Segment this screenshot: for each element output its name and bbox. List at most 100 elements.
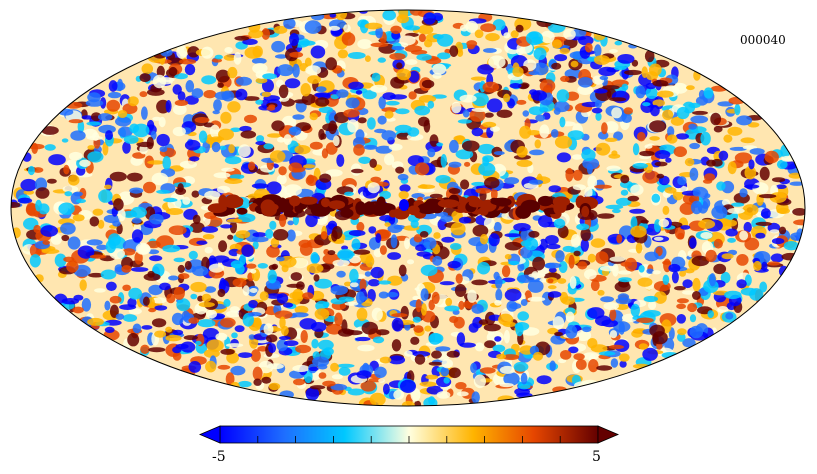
- fluctuation-spot: [150, 130, 157, 140]
- fluctuation-spot: [168, 275, 179, 281]
- fluctuation-spot: [584, 42, 593, 53]
- fluctuation-spot: [451, 101, 462, 114]
- fluctuation-spot: [220, 111, 232, 124]
- fluctuation-spot: [271, 263, 279, 270]
- fluctuation-spot: [148, 307, 157, 313]
- fluctuation-spot: [370, 84, 388, 93]
- fluctuation-spot: [184, 260, 192, 270]
- fluctuation-spot: [162, 156, 171, 170]
- fluctuation-spot: [379, 245, 387, 255]
- fluctuation-spot: [419, 381, 437, 387]
- fluctuation-spot: [219, 145, 227, 151]
- fluctuation-spot: [398, 190, 409, 200]
- fluctuation-spot: [109, 295, 122, 304]
- fluctuation-spot: [29, 254, 41, 268]
- fluctuation-spot: [189, 156, 200, 162]
- fluctuation-spot: [673, 146, 687, 157]
- fluctuation-spot: [734, 103, 741, 116]
- fluctuation-spot: [688, 123, 697, 130]
- fluctuation-spot: [105, 130, 113, 141]
- fluctuation-spot: [404, 45, 423, 53]
- fluctuation-spot: [166, 293, 176, 304]
- fluctuation-spot: [428, 332, 442, 345]
- fluctuation-spot: [359, 278, 367, 292]
- fluctuation-spot: [455, 273, 463, 284]
- fluctuation-spot: [203, 122, 215, 128]
- fluctuation-spot: [79, 187, 87, 200]
- fluctuation-spot: [617, 293, 630, 301]
- galactic-plane-spot: [223, 197, 244, 209]
- fluctuation-spot: [44, 144, 56, 151]
- fluctuation-spot: [621, 83, 629, 91]
- fluctuation-spot: [441, 358, 453, 369]
- fluctuation-spot: [713, 125, 723, 133]
- fluctuation-spot: [649, 136, 660, 141]
- fluctuation-spot: [448, 161, 462, 168]
- fluctuation-spot: [404, 237, 410, 250]
- fluctuation-spot: [456, 391, 469, 397]
- fluctuation-spot: [496, 109, 513, 119]
- fluctuation-spot: [493, 151, 505, 156]
- fluctuation-spot: [384, 110, 394, 119]
- fluctuation-spot: [226, 218, 243, 223]
- fluctuation-spot: [475, 187, 492, 194]
- fluctuation-spot: [414, 400, 422, 406]
- fluctuation-spot: [448, 367, 461, 379]
- fluctuation-spot: [77, 245, 95, 259]
- fluctuation-spot: [610, 358, 619, 368]
- fluctuation-spot: [638, 343, 649, 350]
- fluctuation-spot: [104, 184, 112, 190]
- fluctuation-spot: [278, 336, 291, 340]
- fluctuation-spot: [117, 126, 133, 138]
- fluctuation-spot: [183, 335, 198, 341]
- fluctuation-spot: [467, 44, 475, 50]
- fluctuation-spot: [630, 303, 640, 317]
- fluctuation-spot: [85, 99, 104, 107]
- fluctuation-spot: [658, 218, 670, 228]
- fluctuation-spot: [321, 263, 335, 270]
- fluctuation-spot: [725, 228, 738, 237]
- fluctuation-spot: [581, 149, 596, 161]
- fluctuation-spot: [357, 344, 375, 352]
- fluctuation-spot: [97, 219, 105, 229]
- galactic-plane-spot: [277, 197, 288, 208]
- fluctuation-spot: [568, 254, 575, 269]
- fluctuation-spot: [563, 28, 576, 40]
- fluctuation-spot: [313, 274, 320, 282]
- fluctuation-spot: [509, 83, 522, 89]
- fluctuation-spot: [692, 277, 701, 292]
- fluctuation-spot: [776, 207, 790, 214]
- fluctuation-spot: [553, 101, 570, 113]
- fluctuation-spot: [554, 135, 573, 149]
- fluctuation-spot: [483, 323, 501, 332]
- fluctuation-spot: [386, 291, 399, 298]
- fluctuation-spot: [171, 312, 184, 326]
- fluctuation-spot: [292, 288, 304, 303]
- fluctuation-spot: [504, 177, 520, 185]
- fluctuation-spot: [486, 98, 503, 113]
- fluctuation-spot: [367, 117, 376, 130]
- fluctuation-spot: [582, 326, 592, 333]
- fluctuation-spot: [525, 31, 543, 46]
- fluctuation-spot: [292, 114, 305, 120]
- fluctuation-spot: [749, 148, 765, 155]
- fluctuation-spot: [70, 130, 86, 141]
- fluctuation-spot: [789, 181, 805, 186]
- fluctuation-spot: [384, 222, 391, 227]
- fluctuation-spot: [555, 250, 565, 263]
- fluctuation-spot: [282, 302, 294, 308]
- fluctuation-spot: [469, 108, 486, 122]
- fluctuation-spot: [274, 54, 288, 59]
- fluctuation-spot: [306, 263, 324, 274]
- fluctuation-spot: [484, 112, 494, 118]
- fluctuation-spot: [599, 75, 609, 81]
- fluctuation-spot: [533, 47, 547, 61]
- fluctuation-spot: [361, 321, 378, 335]
- fluctuation-spot: [596, 365, 613, 371]
- fluctuation-spot: [143, 181, 156, 194]
- fluctuation-spot: [87, 317, 104, 326]
- fluctuation-spot: [616, 304, 629, 310]
- fluctuation-spot: [544, 262, 562, 269]
- fluctuation-spot: [642, 347, 658, 361]
- fluctuation-spot: [620, 175, 630, 184]
